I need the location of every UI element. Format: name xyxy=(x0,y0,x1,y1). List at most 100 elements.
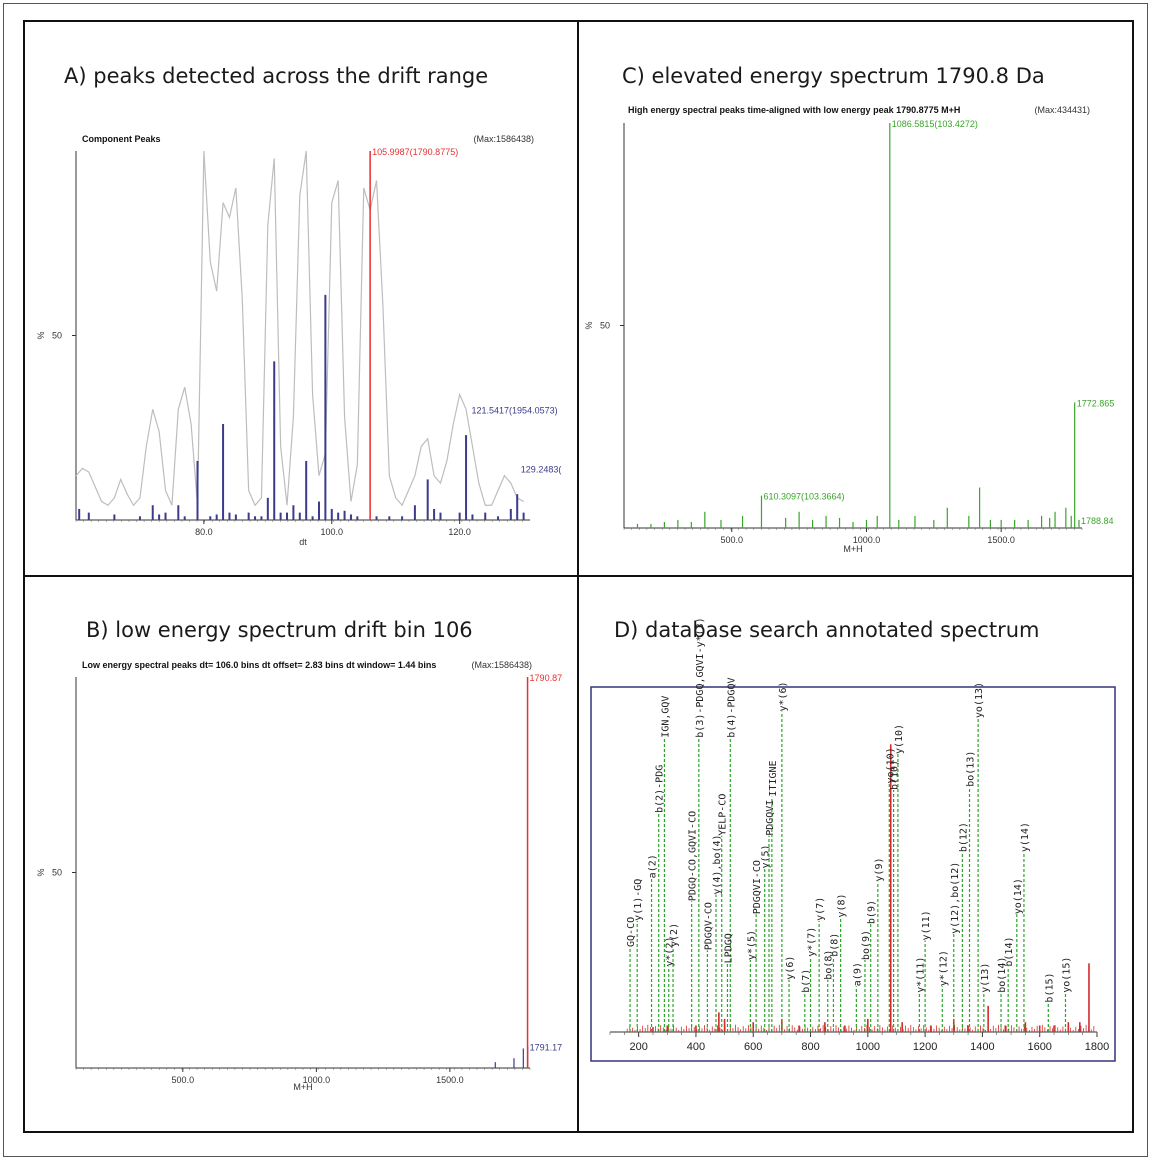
y-axis-label: % xyxy=(584,321,594,329)
chart-max-label: (Max:1586438) xyxy=(471,660,532,670)
annotation-label: PDGQV-CO xyxy=(703,902,714,950)
chart-max-label: (Max:1586438) xyxy=(473,134,534,144)
annotation-label: bo(9) xyxy=(861,930,872,960)
annotation-label: a(9) xyxy=(852,962,863,986)
x-tick-label: 1600 xyxy=(1027,1041,1051,1053)
x-tick-label: 400 xyxy=(687,1041,705,1053)
figure-frame xyxy=(3,3,1148,1157)
panel-b-title: B) low energy spectrum drift bin 106 xyxy=(86,618,473,642)
annotation-label: y(4),bo(4) xyxy=(712,834,723,894)
x-tick-label: 1800 xyxy=(1085,1041,1109,1053)
annotation-label: b(7) xyxy=(801,969,812,993)
annotation-label: b(3)-PDGQ,GQVI-y*(3) xyxy=(695,617,706,737)
x-tick-label: 1400 xyxy=(970,1041,994,1053)
x-tick-label: 1000 xyxy=(856,1041,880,1053)
annotation-label: y(9) xyxy=(874,857,885,881)
annotation-label: a(2) xyxy=(648,854,659,878)
annotation-label: yo(10) xyxy=(885,747,896,783)
panel-a-title: A) peaks detected across the drift range xyxy=(64,64,489,88)
annotation-label: y(7) xyxy=(815,897,826,921)
x-axis-label: M+H xyxy=(293,1082,312,1092)
annotation-label: b(2)-PDG xyxy=(655,765,666,813)
x-tick-label: 120.0 xyxy=(448,527,471,537)
annotation-label: yo(15) xyxy=(1061,957,1072,993)
x-tick-label: 500.0 xyxy=(720,535,743,545)
annotation-label: PDGQVI-CO xyxy=(752,860,763,914)
data-label: 1788.84 xyxy=(1081,516,1114,526)
annotation-label: b(15) xyxy=(1044,972,1055,1002)
annotation-label: b(4)-PDGQV xyxy=(726,677,737,737)
annotation-label: y(13) xyxy=(980,963,991,993)
x-tick-label: 100.0 xyxy=(321,527,344,537)
chart-b: Low energy spectral peaks dt= 106.0 bins… xyxy=(36,660,562,1092)
data-label: 1772.865 xyxy=(1077,398,1115,408)
panel-d-title: D) database search annotated spectrum xyxy=(614,618,1040,642)
x-axis-label: dt xyxy=(299,537,307,547)
data-label: 1790.87 xyxy=(530,673,563,683)
annotation-label: ITIGNE xyxy=(768,760,779,796)
annotation-label: YELP-CO xyxy=(718,794,729,836)
x-tick-label: 1000.0 xyxy=(853,535,881,545)
data-label: 610.3097(103.3664) xyxy=(763,492,844,502)
annotation-label: bo(14) xyxy=(997,957,1008,993)
chart-title: High energy spectral peaks time-aligned … xyxy=(628,105,960,115)
data-label: 1791.17 xyxy=(530,1042,563,1052)
data-label: 129.2483( xyxy=(521,464,562,474)
data-label: 121.5417(1954.0573) xyxy=(472,405,558,415)
annotation-label: yo(13) xyxy=(974,682,985,718)
annotation-label: y*(5) xyxy=(746,930,757,960)
annotation-label: y(6) xyxy=(785,956,796,980)
annotation-label: PDGQ-CO,GQVI-CO xyxy=(688,811,699,901)
x-tick-label: 800 xyxy=(801,1041,819,1053)
x-tick-label: 200 xyxy=(629,1041,647,1053)
chart-title: Low energy spectral peaks dt= 106.0 bins… xyxy=(82,660,436,670)
x-tick-label: 80.0 xyxy=(195,527,213,537)
annotation-label: y(8) xyxy=(837,893,848,917)
annotation-label: y(1)-GQ xyxy=(633,879,644,921)
annotation-label: LPDGQ xyxy=(723,933,734,963)
chart-c: High energy spectral peaks time-aligned … xyxy=(584,105,1114,554)
annotation-label: b(8) xyxy=(829,933,840,957)
chart-max-label: (Max:434431) xyxy=(1034,105,1090,115)
chart-d: 200 400 600 800 1000 1200 1400 1600 1800GQ-COy(1… xyxy=(590,617,1116,1062)
annotation-label: y(10) xyxy=(894,724,905,754)
annotation-label: y(11) xyxy=(921,910,932,940)
annotation-label: b(9) xyxy=(867,900,878,924)
annotation-label: y(14) xyxy=(1020,822,1031,852)
x-tick-label: 1500.0 xyxy=(987,535,1015,545)
data-label: 105.9987(1790.8775) xyxy=(372,147,458,157)
annotation-label: b(14) xyxy=(1004,936,1015,966)
annotation-label: PDGQVI xyxy=(765,800,776,836)
x-tick-label: 1200 xyxy=(913,1041,937,1053)
y-tick-label: 50 xyxy=(52,868,62,878)
annotation-label: y*(11) xyxy=(915,957,926,993)
x-tick-label: 1000.0 xyxy=(303,1075,331,1085)
y-tick-label: 50 xyxy=(600,321,610,331)
envelope-line xyxy=(75,150,524,507)
annotation-label: bo(13) xyxy=(966,751,977,787)
annotation-label: y*(7) xyxy=(807,927,818,957)
x-axis-label: M+H xyxy=(843,544,862,554)
annotation-label: b(10) xyxy=(890,760,901,790)
chart-title: Component Peaks xyxy=(82,134,161,144)
annotation-label: y*(12) xyxy=(938,950,949,986)
annotation-label: y(2) xyxy=(669,923,680,947)
x-tick-label: 600 xyxy=(744,1041,762,1053)
annotation-label: bo(8) xyxy=(824,950,835,980)
data-label: 1086.5815(103.4272) xyxy=(892,119,978,129)
annotation-label: y(12),bo(12) xyxy=(950,862,961,934)
x-tick-label: 1500.0 xyxy=(436,1075,464,1085)
annotation-label: b(12) xyxy=(958,822,969,852)
annotation-label: y*(6) xyxy=(778,681,789,711)
y-axis-label: % xyxy=(36,868,46,876)
annotation-label: y(5) xyxy=(761,844,772,868)
y-tick-label: 50 xyxy=(52,331,62,341)
spectrum-frame xyxy=(590,686,1116,1062)
annotation-label: IGN,GQV xyxy=(660,696,671,738)
grid-divider-horizontal xyxy=(23,575,1134,577)
annotation-label: yo(14) xyxy=(1013,878,1024,914)
y-axis-label: % xyxy=(36,331,46,339)
panel-c-title: C) elevated energy spectrum 1790.8 Da xyxy=(622,64,1045,88)
chart-a: Component Peaks (Max:1586438)% 50 80.0 100.0… xyxy=(36,134,561,547)
